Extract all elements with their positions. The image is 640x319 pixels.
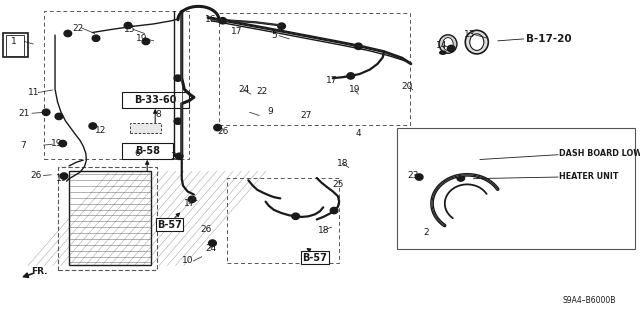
Text: 19: 19	[51, 139, 62, 148]
Ellipse shape	[439, 35, 457, 53]
Text: 12: 12	[95, 126, 107, 135]
Bar	[69, 171, 151, 265]
Text: B-33-60: B-33-60	[134, 94, 177, 105]
Polygon shape	[175, 153, 183, 160]
Text: 20: 20	[401, 82, 413, 91]
Text: B-17-20: B-17-20	[526, 34, 572, 44]
Text: 10: 10	[182, 256, 194, 265]
Text: 23: 23	[408, 171, 419, 180]
Polygon shape	[89, 123, 97, 129]
Polygon shape	[174, 99, 182, 105]
Text: 26: 26	[200, 225, 212, 234]
Text: 4: 4	[356, 129, 361, 138]
Polygon shape	[219, 18, 227, 24]
Polygon shape	[292, 213, 300, 219]
Polygon shape	[415, 174, 423, 180]
Text: 3: 3	[170, 152, 175, 161]
Text: 24: 24	[239, 85, 250, 94]
Bar	[3, 33, 28, 57]
Polygon shape	[355, 43, 362, 49]
Text: 2: 2	[424, 228, 429, 237]
Text: DASH BOARD LOWER: DASH BOARD LOWER	[559, 149, 640, 158]
Text: 21: 21	[19, 109, 30, 118]
Polygon shape	[188, 196, 196, 203]
FancyBboxPatch shape	[122, 143, 173, 159]
Text: S9A4–B6000B: S9A4–B6000B	[563, 296, 616, 305]
Text: 18: 18	[318, 226, 330, 235]
Text: 26: 26	[217, 127, 228, 136]
Bar	[6, 35, 24, 56]
Polygon shape	[124, 22, 132, 29]
Bar	[130, 123, 161, 133]
Ellipse shape	[443, 38, 453, 50]
Bar	[227, 178, 339, 263]
Text: 18: 18	[337, 159, 348, 168]
Ellipse shape	[470, 34, 484, 50]
Polygon shape	[59, 140, 67, 147]
Polygon shape	[447, 45, 455, 52]
Bar	[219, 13, 410, 125]
Text: 24: 24	[205, 244, 217, 253]
Text: 9: 9	[268, 107, 273, 115]
Text: 15: 15	[124, 25, 135, 34]
Polygon shape	[142, 38, 150, 45]
Polygon shape	[64, 30, 72, 37]
Text: 11: 11	[28, 88, 39, 97]
Text: 16: 16	[205, 15, 217, 24]
Polygon shape	[457, 175, 465, 181]
Polygon shape	[174, 118, 182, 124]
Text: 17: 17	[326, 76, 337, 85]
Text: 22: 22	[257, 87, 268, 96]
Polygon shape	[92, 35, 100, 41]
Text: 7: 7	[20, 141, 26, 150]
Text: 8: 8	[156, 110, 161, 119]
Bar	[58, 167, 157, 270]
Text: 14: 14	[436, 41, 447, 50]
Ellipse shape	[465, 30, 488, 54]
Text: 17: 17	[231, 27, 243, 36]
Text: 19: 19	[136, 34, 148, 43]
Text: FR.: FR.	[31, 267, 48, 276]
Polygon shape	[330, 207, 338, 214]
Text: 6: 6	[135, 149, 140, 158]
Polygon shape	[214, 124, 221, 131]
Text: 13: 13	[464, 30, 476, 39]
Text: HEATER UNIT: HEATER UNIT	[559, 172, 619, 181]
Polygon shape	[347, 73, 355, 79]
Polygon shape	[440, 51, 446, 54]
Text: 22: 22	[72, 24, 84, 33]
Polygon shape	[60, 173, 68, 179]
Bar	[44, 11, 189, 159]
Text: 26: 26	[30, 171, 42, 180]
Text: 25: 25	[332, 180, 344, 189]
Text: 19: 19	[349, 85, 360, 94]
Text: B-57: B-57	[157, 220, 182, 230]
Text: B-57: B-57	[303, 253, 327, 263]
Bar	[397, 128, 635, 249]
Text: 5: 5	[271, 31, 276, 40]
Polygon shape	[278, 23, 285, 29]
Text: B-58: B-58	[134, 146, 160, 156]
Polygon shape	[174, 75, 182, 81]
Polygon shape	[42, 109, 50, 115]
Text: 27: 27	[300, 111, 312, 120]
Text: 1: 1	[12, 37, 17, 46]
Polygon shape	[55, 113, 63, 120]
Text: 17: 17	[184, 199, 195, 208]
FancyBboxPatch shape	[122, 92, 189, 108]
Text: 19: 19	[56, 174, 67, 183]
Polygon shape	[209, 240, 216, 246]
